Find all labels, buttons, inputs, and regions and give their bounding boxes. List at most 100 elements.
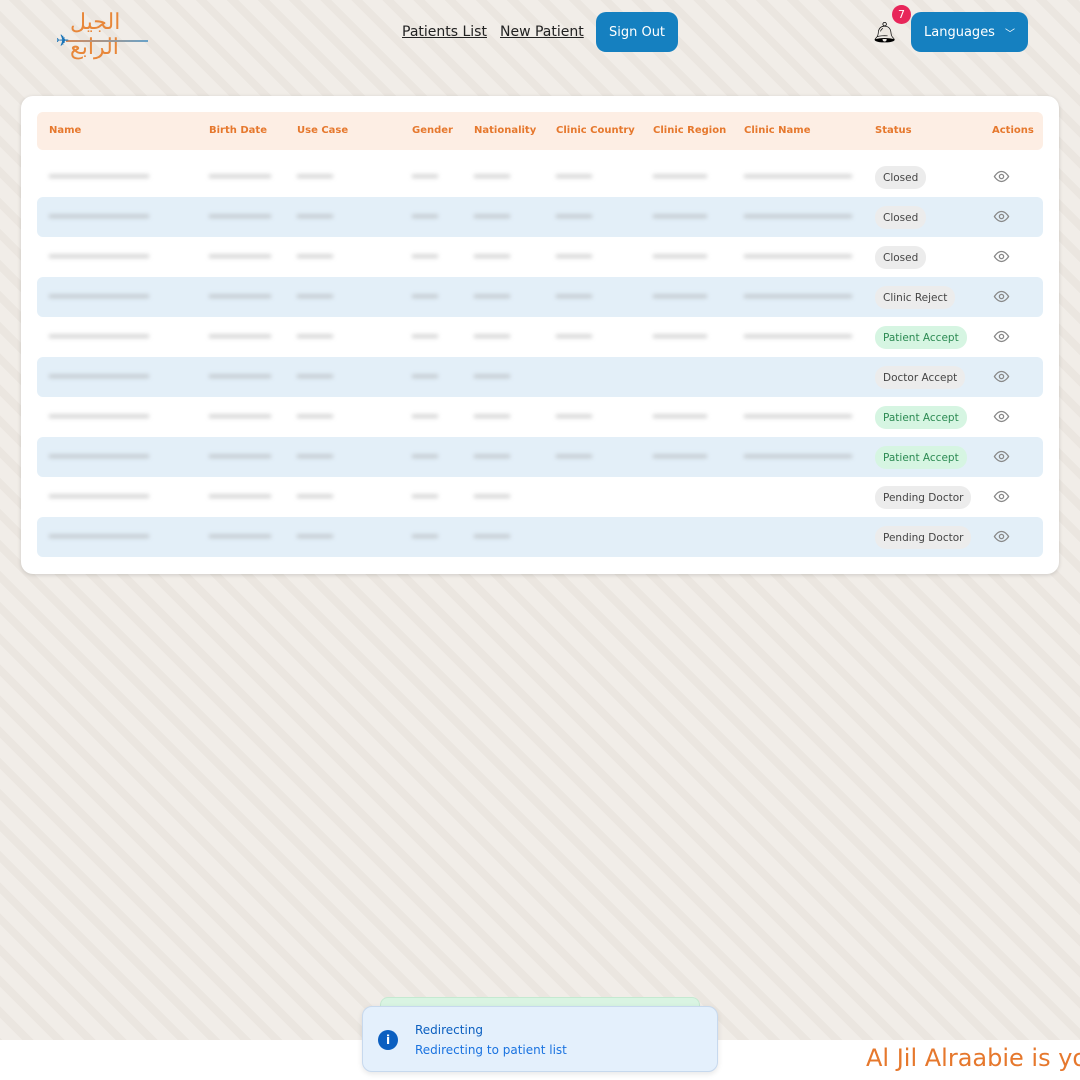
redacted-cell bbox=[474, 491, 510, 501]
eye-icon[interactable] bbox=[993, 408, 1010, 425]
redacted-cell bbox=[297, 211, 333, 221]
redacted-cell bbox=[209, 291, 271, 301]
column-header: Actions bbox=[992, 125, 1034, 136]
status-badge: Pending Doctor bbox=[875, 526, 972, 549]
nav-patients-list[interactable]: Patients List bbox=[402, 24, 487, 40]
column-header: Birth Date bbox=[209, 125, 267, 136]
status-badge: Closed bbox=[875, 206, 927, 229]
table-header: Name Birth Date Use Case Gender Nationality C… bbox=[37, 112, 1043, 150]
redacted-cell bbox=[474, 251, 510, 261]
info-icon: i bbox=[378, 1030, 398, 1050]
eye-icon[interactable] bbox=[993, 208, 1010, 225]
toast-message: Redirecting to patient list bbox=[415, 1043, 567, 1057]
redacted-cell bbox=[49, 211, 149, 221]
redacted-cell bbox=[474, 371, 510, 381]
redacted-cell bbox=[744, 331, 852, 341]
redacted-cell bbox=[744, 251, 852, 261]
column-header: Name bbox=[49, 125, 82, 136]
status-badge: Doctor Accept bbox=[875, 366, 966, 389]
logo[interactable]: الجيل الرابع ✈ bbox=[56, 10, 152, 60]
redacted-cell bbox=[412, 371, 438, 381]
redacted-cell bbox=[412, 171, 438, 181]
redacted-cell bbox=[49, 411, 149, 421]
redacted-cell bbox=[297, 331, 333, 341]
eye-icon[interactable] bbox=[993, 168, 1010, 185]
redacted-cell bbox=[297, 531, 333, 541]
table-row: Closed bbox=[37, 197, 1043, 237]
redacted-cell bbox=[474, 331, 510, 341]
table-row: Closed bbox=[37, 237, 1043, 277]
redacted-cell bbox=[556, 171, 592, 181]
redacted-cell bbox=[297, 171, 333, 181]
table-row: Pending Doctor bbox=[37, 517, 1043, 557]
redacted-cell bbox=[297, 451, 333, 461]
eye-icon[interactable] bbox=[993, 488, 1010, 505]
redacted-cell bbox=[297, 251, 333, 261]
table-row: Pending Doctor bbox=[37, 477, 1043, 517]
column-header: Nationality bbox=[474, 125, 537, 136]
redacted-cell bbox=[209, 251, 271, 261]
redacted-cell bbox=[297, 371, 333, 381]
status-badge: Closed bbox=[875, 246, 927, 269]
toast-info[interactable]: i Redirecting Redirecting to patient lis… bbox=[362, 1006, 718, 1072]
redacted-cell bbox=[556, 451, 592, 461]
eye-icon[interactable] bbox=[993, 328, 1010, 345]
redacted-cell bbox=[209, 331, 271, 341]
redacted-cell bbox=[49, 291, 149, 301]
languages-label: Languages bbox=[924, 24, 995, 40]
eye-icon[interactable] bbox=[993, 448, 1010, 465]
redacted-cell bbox=[209, 211, 271, 221]
eye-icon[interactable] bbox=[993, 368, 1010, 385]
eye-icon[interactable] bbox=[993, 528, 1010, 545]
eye-icon[interactable] bbox=[993, 248, 1010, 265]
status-badge: Patient Accept bbox=[875, 326, 967, 349]
redacted-cell bbox=[474, 531, 510, 541]
redacted-cell bbox=[412, 251, 438, 261]
status-badge: Pending Doctor bbox=[875, 486, 972, 509]
patients-table: Name Birth Date Use Case Gender Nationality C… bbox=[21, 96, 1059, 574]
redacted-cell bbox=[744, 171, 852, 181]
redacted-cell bbox=[412, 291, 438, 301]
redacted-cell bbox=[49, 371, 149, 381]
plane-icon: ✈ bbox=[56, 31, 70, 50]
sign-out-button[interactable]: Sign Out bbox=[596, 12, 678, 52]
redacted-cell bbox=[556, 251, 592, 261]
redacted-cell bbox=[474, 291, 510, 301]
redacted-cell bbox=[297, 291, 333, 301]
redacted-cell bbox=[744, 211, 852, 221]
status-badge: Closed bbox=[875, 166, 927, 189]
redacted-cell bbox=[209, 531, 271, 541]
redacted-cell bbox=[653, 211, 707, 221]
logo-text: الجيل الرابع bbox=[70, 10, 121, 60]
redacted-cell bbox=[412, 531, 438, 541]
redacted-cell bbox=[556, 411, 592, 421]
status-badge: Clinic Reject bbox=[875, 286, 956, 309]
redacted-cell bbox=[653, 451, 707, 461]
header: الجيل الرابع ✈ Patients List New Patient… bbox=[0, 0, 1080, 66]
notification-badge: 7 bbox=[892, 5, 911, 24]
redacted-cell bbox=[653, 411, 707, 421]
redacted-cell bbox=[474, 411, 510, 421]
redacted-cell bbox=[474, 211, 510, 221]
redacted-cell bbox=[556, 291, 592, 301]
toast-title: Redirecting bbox=[415, 1023, 484, 1037]
table-row: Clinic Reject bbox=[37, 277, 1043, 317]
bell-icon[interactable]: 🔔︎ bbox=[872, 20, 898, 44]
column-header: Gender bbox=[412, 125, 453, 136]
footer-marquee: Al Jil Alraabie is yo bbox=[866, 1044, 1080, 1072]
redacted-cell bbox=[412, 491, 438, 501]
redacted-cell bbox=[412, 331, 438, 341]
redacted-cell bbox=[209, 491, 271, 501]
languages-dropdown[interactable]: Languages ﹀ bbox=[911, 12, 1028, 52]
column-header: Clinic Region bbox=[653, 125, 727, 136]
redacted-cell bbox=[412, 451, 438, 461]
column-header: Clinic Name bbox=[744, 125, 811, 136]
eye-icon[interactable] bbox=[993, 288, 1010, 305]
redacted-cell bbox=[49, 451, 149, 461]
table-row: Closed bbox=[37, 157, 1043, 197]
redacted-cell bbox=[653, 291, 707, 301]
redacted-cell bbox=[653, 331, 707, 341]
redacted-cell bbox=[744, 291, 852, 301]
redacted-cell bbox=[653, 171, 707, 181]
nav-new-patient[interactable]: New Patient bbox=[500, 24, 584, 40]
